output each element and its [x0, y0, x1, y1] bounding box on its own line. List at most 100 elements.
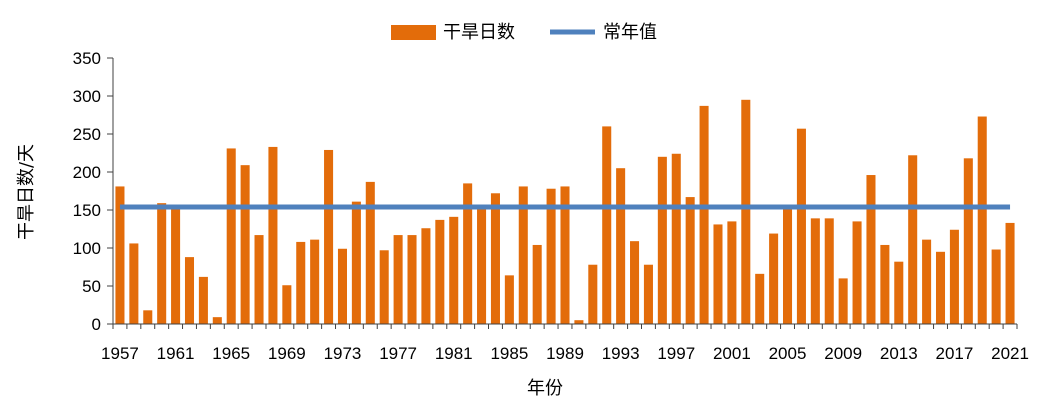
- bar-1982: [463, 183, 473, 324]
- y-tick-label: 200: [73, 163, 101, 182]
- x-tick-label: 1981: [435, 344, 473, 363]
- bar-1969: [282, 285, 292, 324]
- bar-1981: [449, 216, 459, 324]
- y-tick-label: 250: [73, 125, 101, 144]
- x-axis-label: 年份: [527, 378, 563, 399]
- x-tick-label: 1985: [490, 344, 528, 363]
- bar-2000: [713, 224, 723, 324]
- bar-1962: [184, 257, 195, 324]
- bar-1987: [532, 244, 542, 324]
- bar-2001: [727, 221, 737, 324]
- x-tick-label: 1977: [379, 344, 417, 363]
- legend-swatch-bar: [391, 25, 436, 40]
- x-tick-label: 1961: [157, 344, 195, 363]
- bar-1993: [616, 168, 626, 324]
- x-tick-label: 1993: [602, 344, 640, 363]
- x-tick-label: 2005: [769, 344, 807, 363]
- bar-2003: [755, 273, 765, 324]
- bar-2009: [838, 278, 848, 324]
- bar-1998: [685, 197, 695, 324]
- bar-2005: [783, 207, 793, 324]
- legend: 干旱日数 常年值: [391, 22, 657, 43]
- x-tick-label: 1973: [324, 344, 362, 363]
- x-tick-label: 1989: [546, 344, 584, 363]
- bar-2007: [810, 218, 820, 324]
- bar-1997: [671, 153, 681, 324]
- bar-1986: [518, 186, 528, 324]
- bar-1976: [379, 250, 389, 324]
- bar-1996: [657, 156, 667, 324]
- bar-2006: [796, 128, 806, 324]
- bar-1959: [143, 310, 153, 324]
- bar-1974: [351, 201, 361, 324]
- bar-1989: [560, 186, 570, 324]
- bar-1977: [393, 235, 403, 324]
- bar-1963: [198, 276, 208, 324]
- bar-2010: [852, 221, 862, 324]
- bar-1975: [365, 181, 375, 324]
- bar-1968: [268, 146, 278, 324]
- bar-2021: [1005, 222, 1015, 324]
- bar-2012: [880, 244, 890, 324]
- x-tick-label: 1997: [657, 344, 695, 363]
- bar-1966: [240, 165, 250, 324]
- y-axis: 0 50 100 150 200 250 300 350: [73, 49, 113, 334]
- bar-1957: [115, 186, 125, 324]
- legend-label-line: 常年值: [603, 22, 657, 43]
- bar-1994: [630, 241, 640, 324]
- x-tick-label: 2021: [991, 344, 1029, 363]
- y-tick-label: 0: [92, 315, 101, 334]
- y-tick-label: 300: [73, 87, 101, 106]
- bar-1979: [421, 228, 431, 324]
- bar-1970: [296, 241, 306, 324]
- bar-2013: [894, 261, 904, 324]
- x-tick-label: 2001: [713, 344, 751, 363]
- bar-2015: [922, 239, 932, 324]
- y-axis-label: 干旱日数/天: [16, 144, 37, 240]
- y-tick-label: 350: [73, 49, 101, 68]
- bar-2019: [977, 116, 987, 325]
- bar-2020: [991, 249, 1001, 324]
- x-axis: 1957 1961 1965 1969 1973 1977 1981 1985 1989 1993…: [101, 324, 1029, 363]
- bar-1960: [157, 203, 167, 324]
- bars: [115, 99, 1015, 325]
- bar-1991: [588, 264, 598, 324]
- bar-2011: [866, 175, 876, 324]
- bar-1999: [699, 105, 709, 324]
- bar-1980: [435, 219, 445, 324]
- bar-1995: [643, 264, 653, 324]
- bar-1973: [337, 248, 347, 324]
- bar-1990: [574, 320, 584, 324]
- x-tick-label: 2013: [880, 344, 918, 363]
- bar-1958: [129, 243, 139, 324]
- legend-label-bar: 干旱日数: [443, 22, 515, 43]
- bar-2017: [949, 229, 959, 324]
- bar-1965: [226, 148, 236, 324]
- y-tick-label: 150: [73, 201, 101, 220]
- bar-2004: [769, 233, 779, 324]
- bar-1992: [602, 126, 612, 325]
- x-tick-label: 1969: [268, 344, 306, 363]
- axes: [112, 58, 1017, 325]
- x-tick-label: 2009: [824, 344, 862, 363]
- bar-1978: [407, 235, 417, 324]
- bar-2008: [824, 218, 834, 324]
- bar-2018: [963, 158, 973, 324]
- x-tick-label: 2017: [936, 344, 974, 363]
- bar-1961: [171, 207, 181, 324]
- bar-2002: [741, 99, 751, 324]
- bar-1984: [490, 193, 500, 324]
- bar-1967: [254, 235, 264, 324]
- bar-1972: [324, 149, 334, 324]
- bar-1964: [212, 317, 222, 324]
- x-tick-label: 1957: [101, 344, 139, 363]
- bar-1971: [310, 239, 320, 324]
- y-tick-label: 100: [73, 239, 101, 258]
- bar-1988: [546, 188, 556, 324]
- x-tick-label: 1965: [212, 344, 250, 363]
- bar-1985: [504, 275, 514, 324]
- y-tick-label: 50: [82, 277, 101, 296]
- bar-2016: [935, 251, 946, 324]
- bar-1983: [477, 209, 487, 324]
